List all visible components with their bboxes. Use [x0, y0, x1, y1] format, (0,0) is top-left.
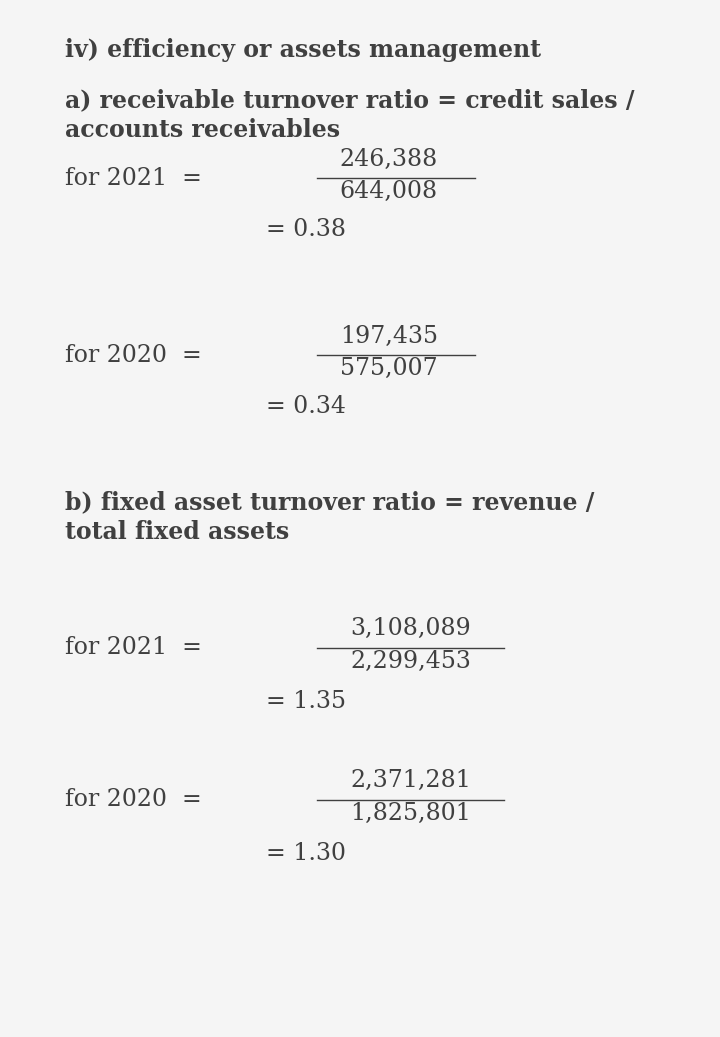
Text: 2,371,281: 2,371,281 — [350, 769, 471, 792]
Text: 3,108,089: 3,108,089 — [350, 617, 471, 640]
Text: a) receivable turnover ratio = credit sales /: a) receivable turnover ratio = credit sa… — [65, 88, 634, 112]
Text: = 0.34: = 0.34 — [266, 395, 346, 418]
Text: 246,388: 246,388 — [340, 148, 438, 171]
Text: for 2021  =: for 2021 = — [65, 167, 202, 190]
Text: for 2020  =: for 2020 = — [65, 788, 202, 812]
Text: total fixed assets: total fixed assets — [65, 520, 289, 544]
Text: 2,299,453: 2,299,453 — [350, 650, 471, 673]
Text: 1,825,801: 1,825,801 — [350, 802, 471, 825]
Text: = 1.30: = 1.30 — [266, 842, 346, 865]
Text: 575,007: 575,007 — [340, 357, 438, 380]
Text: for 2021  =: for 2021 = — [65, 637, 202, 660]
Text: accounts receivables: accounts receivables — [65, 118, 340, 142]
Text: b) fixed asset turnover ratio = revenue /: b) fixed asset turnover ratio = revenue … — [65, 491, 594, 514]
Text: 644,008: 644,008 — [340, 180, 438, 203]
Text: = 1.35: = 1.35 — [266, 690, 346, 713]
Text: = 0.38: = 0.38 — [266, 218, 346, 241]
Text: iv) efficiency or assets management: iv) efficiency or assets management — [65, 38, 541, 62]
Text: 197,435: 197,435 — [340, 325, 438, 348]
Text: for 2020  =: for 2020 = — [65, 343, 202, 366]
